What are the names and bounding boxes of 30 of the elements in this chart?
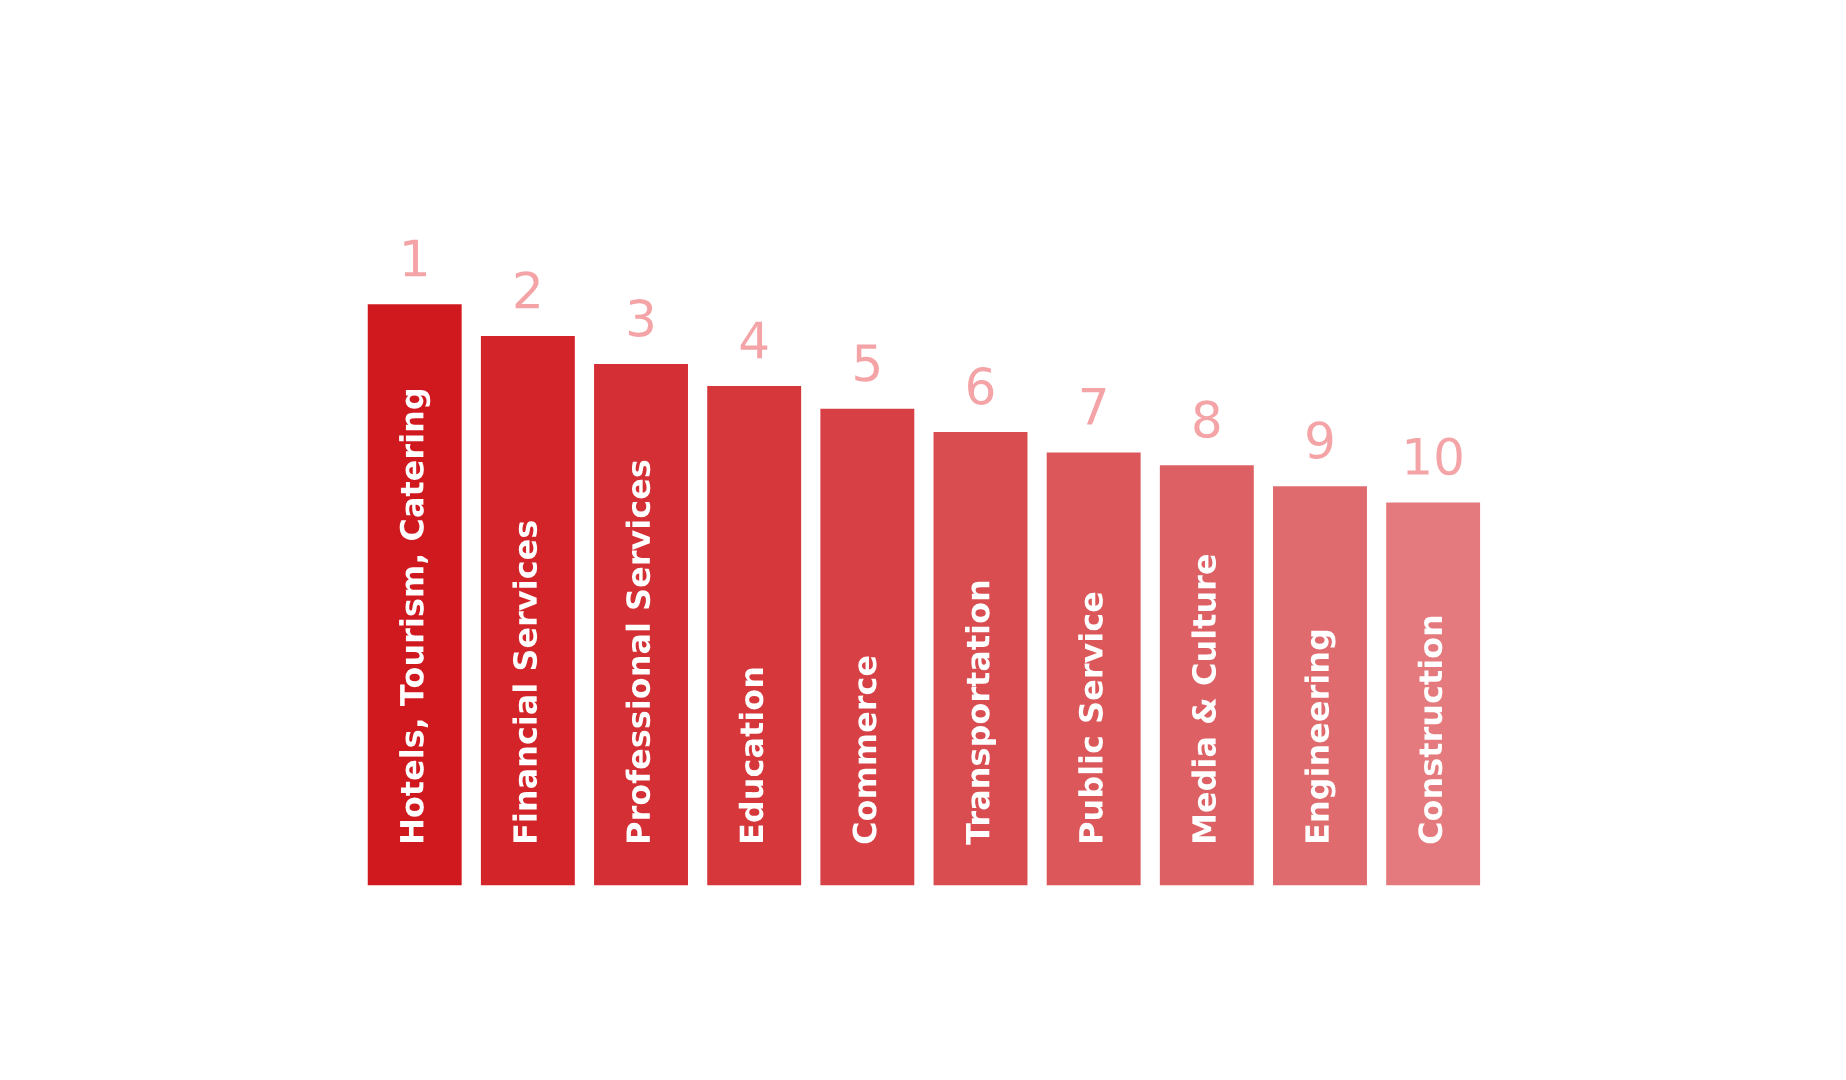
x-tick-label: Construction [1417, 616, 1443, 844]
annotation: 5 [855, 344, 879, 382]
annotation: 1 [404, 239, 426, 277]
bar [1386, 502, 1481, 886]
x-tick-label: Professional Services [625, 460, 651, 842]
annotation: 7 [1081, 388, 1106, 425]
x-tick-label: Engineering [1304, 630, 1336, 842]
annotation: 9 [1307, 421, 1333, 459]
x-tick-label: Education [738, 668, 764, 842]
annotation: 10 [1406, 437, 1462, 476]
bar [594, 364, 688, 886]
bar [367, 304, 462, 886]
bar [933, 432, 1028, 886]
annotation: 3 [628, 299, 653, 337]
bar [707, 386, 802, 886]
x-tick-label: Hotels, Tourism, Catering [399, 389, 431, 842]
annotation: 2 [515, 271, 539, 309]
x-tick-label: Transportation [965, 581, 996, 845]
annotation: 4 [740, 321, 768, 359]
annotation: 8 [1194, 400, 1220, 439]
x-tick-label: Commerce [852, 656, 877, 844]
bar [1273, 486, 1367, 886]
x-tick-label: Media & Culture [1191, 554, 1217, 842]
bar [1046, 452, 1141, 886]
bar [480, 336, 575, 886]
x-tick-label: Financial Services [512, 521, 538, 842]
x-tick-label: Public Service [1078, 592, 1103, 842]
annotation: 6 [968, 367, 994, 405]
bar [820, 408, 915, 886]
bar [1159, 465, 1254, 886]
